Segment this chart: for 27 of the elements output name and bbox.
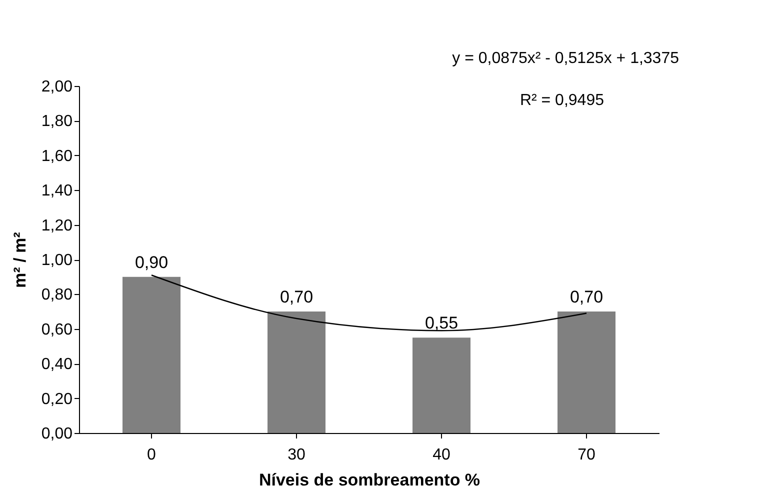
x-tick-label: 70 (578, 446, 596, 464)
y-tick-label: 1,00 (41, 252, 73, 269)
bar (268, 312, 326, 433)
y-tick-label: 0,60 (41, 321, 73, 338)
y-tick-label: 1,40 (41, 182, 73, 200)
annotation: R² = 0,9495 (520, 92, 604, 109)
y-tick-label: 0,80 (41, 286, 73, 304)
text: y = 0,0875x² - 0,5125x + 1,3375 (452, 50, 680, 67)
bar (558, 312, 616, 433)
y-tick-label: 1,60 (41, 148, 73, 165)
data-label: 0,70 (570, 288, 604, 307)
x-axis-title: Níveis de sombreamento % (258, 470, 480, 490)
bar (122, 276, 180, 433)
x-tick-label: 30 (288, 446, 306, 464)
x-tick-label: 0 (147, 446, 156, 464)
bar (412, 338, 470, 433)
data-label: 0,70 (280, 288, 314, 307)
y-tick-label: 0,00 (41, 426, 73, 442)
y-tick-label: 0,40 (41, 356, 73, 374)
x-tick-label: 40 (432, 446, 450, 464)
data-label: 0,90 (134, 252, 168, 272)
y-tick-label: 1,80 (41, 113, 73, 130)
y-tick-label: 1,20 (41, 217, 73, 234)
data-label: 0,55 (424, 314, 458, 333)
y-tick-label: 2,00 (41, 78, 73, 96)
y-tick-label: 0,20 (41, 390, 73, 408)
y-axis-title: m² / m² (10, 232, 30, 288)
